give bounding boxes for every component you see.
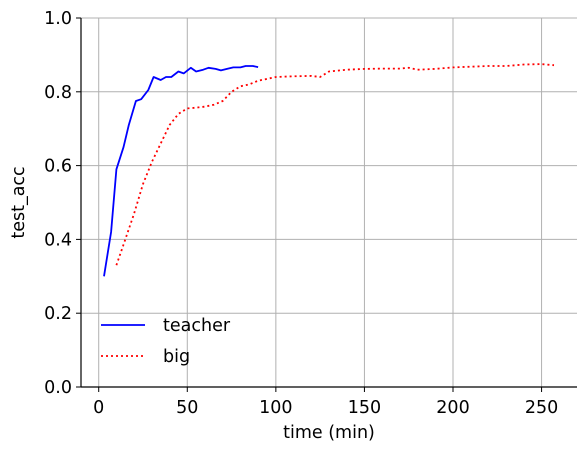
legend-label-teacher: teacher: [163, 316, 231, 336]
y-axis-title: test_acc: [9, 166, 29, 238]
x-tick-label: 250: [525, 398, 558, 418]
legend: teacher big: [101, 316, 231, 367]
series-line-teacher: [103, 65, 259, 277]
y-tick-label: 0.2: [44, 304, 72, 324]
grid: [81, 17, 577, 388]
series-layer: [103, 63, 555, 277]
y-tick-label: 1.0: [44, 9, 72, 29]
x-tick-label: 100: [259, 398, 292, 418]
legend-label-big: big: [163, 347, 190, 367]
y-tick-label: 0.4: [44, 230, 72, 250]
y-ticks: 0.0 0.2 0.4 0.6 0.8 1.0: [44, 9, 81, 398]
x-tick-label: 50: [176, 398, 198, 418]
x-tick-label: 150: [348, 398, 381, 418]
series-line-big: [115, 63, 555, 266]
x-tick-label: 200: [436, 398, 469, 418]
y-tick-label: 0.8: [44, 83, 72, 103]
x-ticks: 0 50 100 150 200 250: [93, 387, 558, 418]
y-tick-label: 0.0: [44, 378, 72, 398]
x-tick-label: 0: [93, 398, 104, 418]
x-axis-title: time (min): [283, 423, 375, 443]
y-tick-label: 0.6: [44, 157, 72, 177]
axes: [80, 18, 577, 388]
